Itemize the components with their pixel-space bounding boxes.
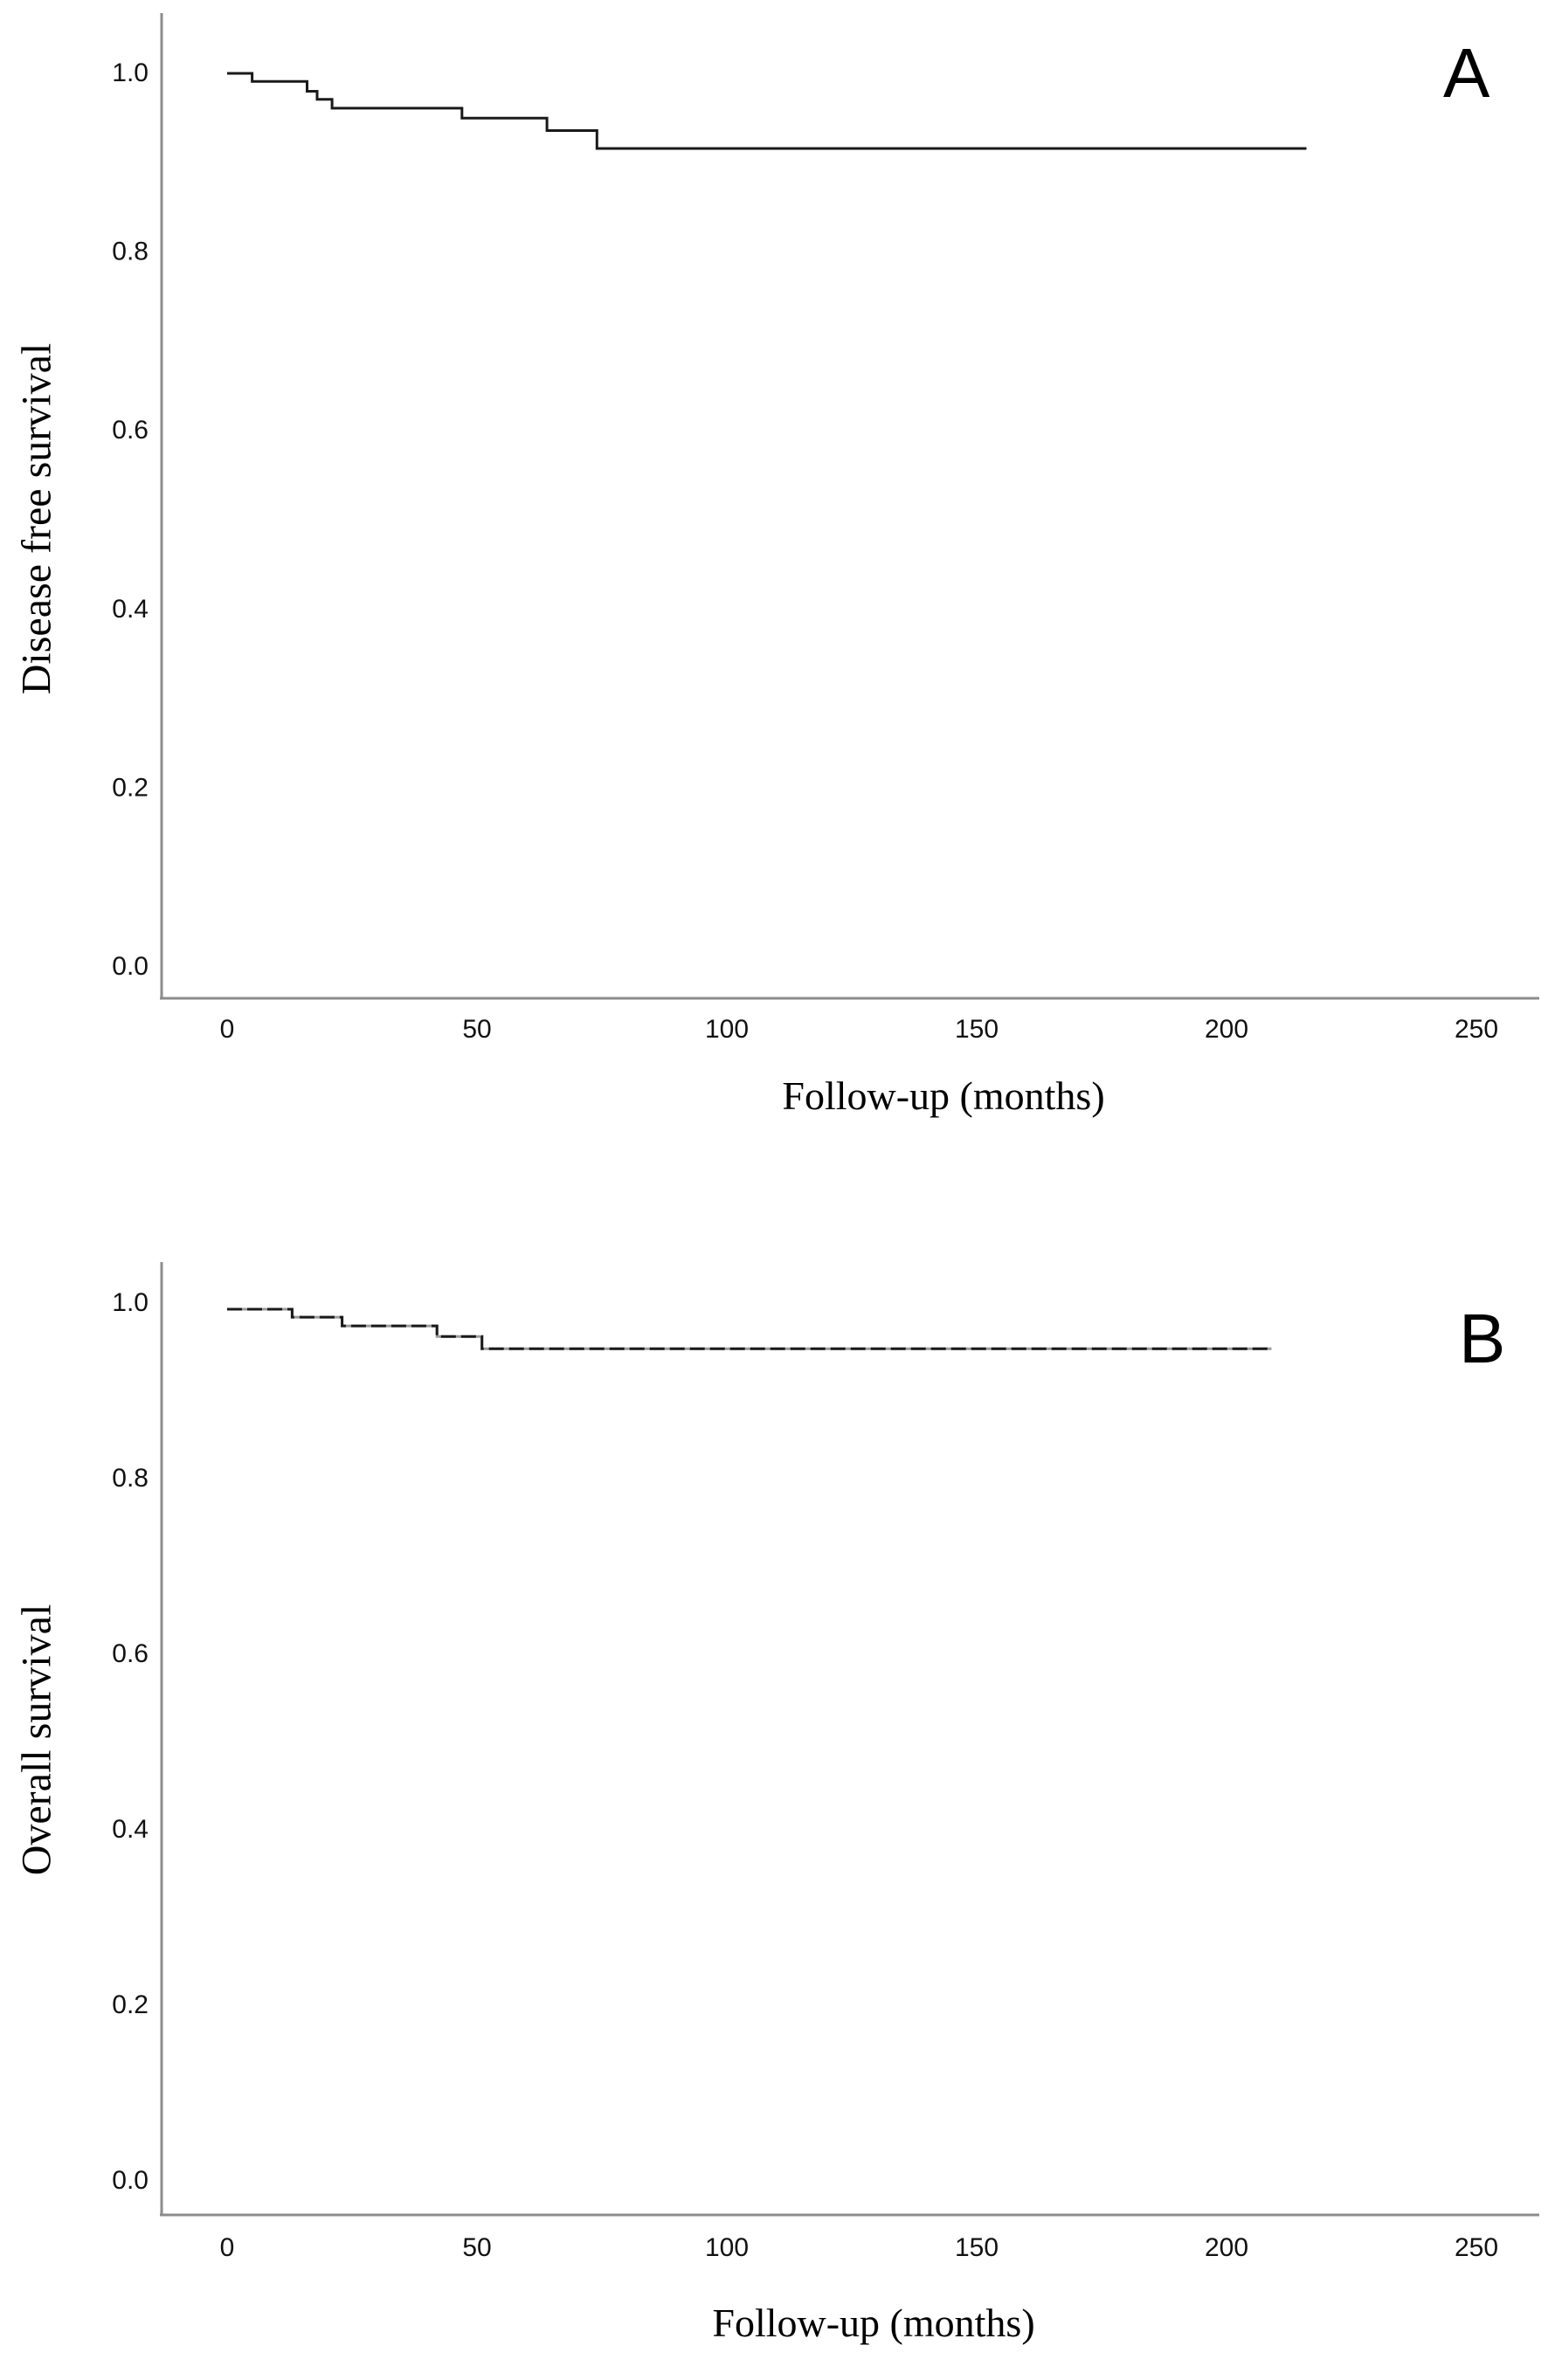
x-tick-label: 100 [705, 2233, 749, 2262]
panel-disease-free-survival: 1.0 0.8 0.6 0.4 0.2 0.0 0 50 100 150 200 250 Diseas… [0, 0, 1555, 1144]
km-curve-underlay [227, 1307, 1272, 1350]
panel-overall-survival: 1.0 0.8 0.6 0.4 0.2 0.0 0 50 100 150 200 250 Overal… [0, 1236, 1555, 2380]
x-axis-title-followup-a: Follow-up (months) [782, 1073, 1105, 1118]
y-tick-label: 0.0 [112, 952, 149, 981]
y-tick-label: 0.6 [112, 1639, 149, 1668]
x-tick-label: 100 [705, 1015, 749, 1044]
km-curve [227, 1307, 1272, 1350]
km-curve [227, 72, 1307, 150]
panel-label-a: A [1443, 34, 1490, 112]
y-tick-label: 0.6 [112, 416, 149, 445]
x-tick-label: 0 [220, 1015, 235, 1044]
x-axis-title-followup-b: Follow-up (months) [712, 2301, 1035, 2345]
x-tick-label: 0 [220, 2233, 235, 2262]
y-tick-label: 1.0 [112, 1288, 149, 1317]
km-plot-disease-free-survival: 1.0 0.8 0.6 0.4 0.2 0.0 0 50 100 150 200 250 [112, 13, 1539, 1044]
x-tick-label: 200 [1205, 1015, 1248, 1044]
x-tick-label: 250 [1455, 2233, 1498, 2262]
y-tick-label: 0.8 [112, 238, 149, 266]
x-tick-label: 50 [462, 2233, 491, 2262]
km-plot-overall-survival: 1.0 0.8 0.6 0.4 0.2 0.0 0 50 100 150 200 250 [112, 1262, 1539, 2262]
x-tick-label: 200 [1205, 2233, 1248, 2262]
y-tick-label: 0.0 [112, 2166, 149, 2195]
y-tick-label: 0.2 [112, 1990, 149, 2019]
x-tick-label: 150 [955, 1015, 999, 1044]
y-tick-label: 0.4 [112, 1815, 149, 1844]
panel-label-b: B [1459, 1300, 1506, 1377]
y-tick-label: 1.0 [112, 59, 149, 87]
y-axis-title-overall-survival: Overall survival [13, 1604, 60, 1876]
x-tick-label: 250 [1455, 1015, 1498, 1044]
y-tick-label: 0.2 [112, 773, 149, 802]
y-tick-label: 0.4 [112, 595, 149, 624]
y-axis-title-disease-free-survival: Disease free survival [13, 342, 60, 695]
x-tick-label: 50 [462, 1015, 491, 1044]
x-tick-label: 150 [955, 2233, 999, 2262]
y-tick-label: 0.8 [112, 1464, 149, 1493]
